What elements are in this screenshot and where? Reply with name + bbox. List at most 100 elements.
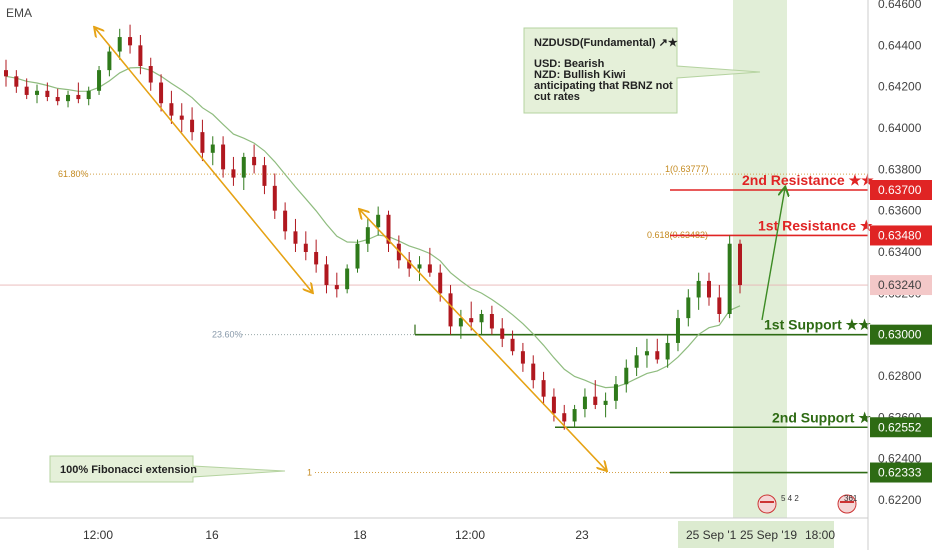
- candle-body: [427, 264, 432, 273]
- y-tick-label: 0.62200: [878, 493, 922, 507]
- price-badge-text: 0.62552: [878, 420, 922, 434]
- candle-body: [675, 318, 680, 343]
- candle-body: [613, 384, 618, 401]
- y-tick-label: 0.64200: [878, 80, 922, 94]
- candle-body: [241, 156, 246, 178]
- trend-arrow: [95, 28, 313, 293]
- trend-arrow: [761, 188, 785, 321]
- candle-body: [148, 66, 153, 83]
- fundamental-note-box: [523, 27, 761, 114]
- candle-body: [572, 409, 577, 422]
- candle-body: [541, 380, 546, 397]
- fundamental-note: NZDUSD(Fundamental) ↗★ USD: Bearish NZD:…: [523, 27, 761, 114]
- candle-body: [303, 243, 308, 252]
- candle-body: [376, 214, 381, 228]
- candle-body: [355, 243, 360, 269]
- candle-body: [55, 97, 60, 102]
- us-flag-stripe-2: [840, 501, 854, 503]
- candle-body: [438, 272, 443, 294]
- candle-body: [221, 144, 226, 170]
- candle-body: [510, 338, 515, 352]
- x-axis[interactable]: 12:00 16 18 12:00 23: [83, 528, 589, 542]
- candle-body: [686, 297, 691, 319]
- price-badge-text: 0.62333: [878, 466, 922, 480]
- y-tick-label: 0.63400: [878, 245, 922, 259]
- candle-body: [655, 351, 660, 360]
- ema-label: EMA: [6, 6, 32, 20]
- candle-body: [14, 76, 19, 87]
- current-price-badge: [870, 275, 932, 296]
- price-badge: [870, 417, 932, 438]
- event-icon-us-2[interactable]: 361: [837, 494, 858, 514]
- candle-body: [386, 214, 391, 244]
- candle-body: [45, 90, 50, 97]
- x-footer-date2: 25 Sep '19: [740, 528, 797, 542]
- x-axis-footer: 25 Sep '1 25 Sep '19 18:00: [678, 521, 835, 548]
- candle-body: [138, 45, 143, 66]
- candle-body: [24, 86, 29, 95]
- y-tick-label: 0.64600: [878, 0, 922, 11]
- price-badge: [870, 462, 932, 483]
- price-badge-text: 0.63000: [878, 328, 922, 342]
- candle-body: [479, 314, 484, 323]
- note-usd: USD: Bearish: [534, 58, 605, 70]
- candle-body: [593, 396, 598, 405]
- candle-body: [562, 413, 567, 422]
- candle-body: [469, 318, 474, 323]
- candle-body: [86, 90, 91, 100]
- event-count-2: 361: [844, 494, 858, 503]
- candle-body: [76, 94, 81, 100]
- event-count-1: 5 4 2: [781, 494, 799, 503]
- event-icon-us[interactable]: 5 4 2: [757, 494, 799, 514]
- x-tick-label: 23: [575, 528, 589, 542]
- level-label: 2nd Resistance ★★: [742, 172, 874, 188]
- level-label: 2nd Support ★: [772, 409, 871, 425]
- x-footer-time: 18:00: [805, 528, 835, 542]
- trend-arrows: [95, 28, 785, 470]
- us-flag-icon[interactable]: [757, 494, 777, 514]
- us-flag-icon-2[interactable]: [837, 494, 857, 514]
- candle-body: [624, 367, 629, 385]
- candle-body: [738, 243, 742, 286]
- candle-body: [345, 268, 350, 290]
- candle-body: [665, 342, 670, 360]
- candle-body: [4, 70, 8, 77]
- note-nzd1: NZD: Bullish Kiwi: [534, 69, 626, 81]
- fib-label: 1: [307, 468, 312, 478]
- candle-body: [35, 90, 40, 95]
- candle-body: [334, 285, 339, 290]
- candle-body: [448, 293, 453, 327]
- price-badge-text: 0.63480: [878, 228, 922, 242]
- price-badge: [870, 225, 932, 246]
- candle-body: [520, 351, 525, 364]
- us-flag-stripe: [760, 501, 774, 503]
- candle-body: [458, 318, 463, 327]
- candle-body: [696, 280, 701, 298]
- y-tick-label: 0.62800: [878, 369, 922, 383]
- candle-body: [603, 400, 608, 405]
- support-resistance-levels: 2nd Resistance ★★ 1st Resistance ★ 1st Sup…: [414, 172, 874, 474]
- y-tick-label: 0.63800: [878, 162, 922, 176]
- candle-body: [644, 351, 649, 356]
- x-tick-label: 16: [205, 528, 219, 542]
- candle-body: [717, 297, 722, 314]
- x-footer-highlight: [678, 521, 834, 548]
- fib-extension-note: 100% Fibonacci extension: [49, 455, 286, 483]
- note-nzd2: anticipating that RBNZ not: [534, 80, 673, 92]
- fib-extension-text: 100% Fibonacci extension: [60, 464, 197, 476]
- x-footer-date1: 25 Sep '1: [686, 528, 737, 542]
- candle-body: [365, 227, 370, 244]
- candle-body: [324, 264, 329, 286]
- candle-body: [293, 231, 298, 244]
- candle-body: [231, 169, 236, 178]
- level-label: 1st Resistance ★: [758, 217, 873, 233]
- candle-body: [272, 185, 277, 211]
- candle-body: [117, 37, 122, 52]
- candle-body: [190, 119, 195, 133]
- candle-body: [107, 51, 112, 71]
- y-tick-label: 0.64000: [878, 121, 922, 135]
- candle-body: [489, 314, 494, 329]
- level-label: 1st Support ★★: [764, 317, 871, 333]
- note-nzd3: cut rates: [534, 91, 580, 103]
